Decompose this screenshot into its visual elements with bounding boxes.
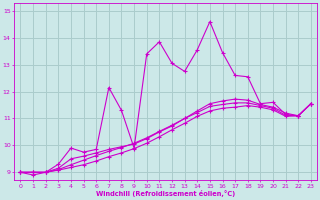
X-axis label: Windchill (Refroidissement éolien,°C): Windchill (Refroidissement éolien,°C) — [96, 190, 235, 197]
